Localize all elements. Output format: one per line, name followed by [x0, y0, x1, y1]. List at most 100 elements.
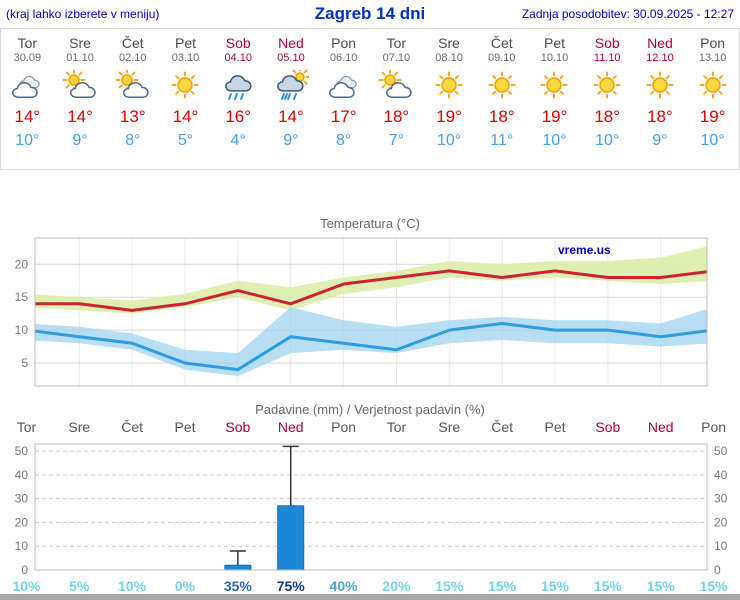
day-name: Sob: [594, 35, 620, 51]
temp-max: 19°: [699, 107, 726, 126]
rain-icon: [212, 67, 265, 105]
y-tick-label-right: 20: [714, 515, 728, 529]
day-date: 04.10: [224, 52, 252, 64]
precip-probability: 10%: [118, 578, 147, 594]
day-name: Sob: [225, 35, 251, 51]
day-name: Ned: [278, 35, 304, 51]
plot-frame: [34, 443, 708, 571]
day-date: 12.10: [646, 52, 674, 64]
temp-min: 9°: [72, 132, 88, 149]
temp-min-line: [35, 322, 707, 372]
precip-day-label: Čet: [491, 419, 514, 435]
precip-bar: [224, 564, 252, 571]
day-name: Tor: [386, 35, 407, 51]
y-tick-label: 15: [15, 290, 29, 304]
y-tick-label-right: 10: [714, 539, 728, 553]
plot-frame: [34, 237, 708, 387]
temp-min-range-band: [35, 307, 707, 377]
forecast-strip: Tor 30.09 14° 10° Sre 01.10 14° 9° Čet 02.10 13° 8°…: [0, 28, 740, 170]
precip-probability: 15%: [435, 578, 464, 594]
y-tick-label: 10: [15, 323, 29, 337]
day-date: 01.10: [66, 52, 94, 64]
sun-icon: [686, 67, 739, 105]
precip-day-label: Pon: [331, 419, 357, 435]
y-tick-label-left: 40: [15, 468, 29, 482]
temp-min: 5°: [177, 132, 194, 149]
precip-probability: 15%: [488, 578, 517, 594]
temp-min: 8°: [335, 132, 352, 149]
y-tick-label-right: 0: [714, 563, 721, 577]
temp-max-line: [35, 269, 707, 312]
precip-chart-title: Padavine (mm) / Verjetnost padavin (%): [255, 402, 485, 417]
precip-probability: 15%: [540, 578, 569, 594]
day-date: 02.10: [119, 52, 147, 64]
day-date: 11.10: [593, 52, 621, 64]
y-tick-label-left: 0: [21, 563, 28, 577]
precip-day-label: Sre: [438, 419, 461, 435]
sun-icon: [423, 67, 476, 105]
day-name: Čet: [121, 35, 144, 51]
temp-max: 14°: [278, 107, 304, 126]
y-tick-label-right: 50: [714, 444, 728, 458]
temp-min: 9°: [283, 132, 299, 149]
day-column: Sob 04.10 16° 4°: [212, 35, 265, 169]
y-tick-label-left: 10: [15, 539, 29, 553]
sun-icon: [528, 67, 581, 105]
day-date: 10.10: [540, 52, 569, 64]
day-column: Tor 07.10 18° 7°: [370, 35, 423, 169]
temp-max: 18°: [383, 107, 410, 126]
day-date: 06.10: [329, 52, 358, 64]
day-date: 30.09: [13, 52, 42, 64]
temp-max: 18°: [647, 107, 673, 126]
y-tick-label-right: 40: [714, 468, 728, 482]
temp-min: 4°: [230, 132, 246, 149]
day-column: Čet 09.10 18° 11°: [475, 35, 528, 169]
temp-min: 11°: [490, 132, 514, 149]
day-date: 09.10: [488, 52, 516, 64]
y-tick-label-left: 50: [15, 444, 29, 458]
day-name: Pon: [700, 35, 726, 51]
temp-min: 10°: [595, 132, 620, 149]
precipitation-chart: 0 0 10 10 20 20 30 30 40 40 50 50: [15, 443, 728, 577]
day-date: 08.10: [435, 52, 463, 64]
precip-probability: 35%: [223, 578, 252, 594]
temp-max: 14°: [67, 107, 93, 126]
day-name: Pet: [174, 35, 196, 51]
day-name: Čet: [490, 35, 513, 51]
y-tick-label-left: 20: [15, 515, 29, 529]
temperature-chart: 5 10 15 20 vreme.us: [15, 237, 708, 387]
precip-day-label: Pon: [701, 419, 727, 435]
temp-max: 13°: [119, 107, 146, 126]
watermark-link[interactable]: vreme.us: [558, 243, 611, 257]
day-name: Pet: [543, 35, 565, 51]
day-name: Sre: [69, 35, 91, 51]
day-name: Pon: [331, 35, 357, 51]
day-column: Sre 01.10 14° 9°: [54, 35, 107, 169]
precip-probability: 5%: [69, 578, 90, 594]
sun-icon: [159, 67, 212, 105]
day-column: Pon 13.10 19° 10°: [686, 35, 739, 169]
precip-day-label: Sob: [225, 419, 251, 435]
partly-icon: [54, 67, 107, 105]
last-updated: Zadnja posodobitev: 30.09.2025 - 12:27: [521, 7, 734, 21]
day-date: 05.10: [277, 52, 305, 64]
day-date: 13.10: [698, 52, 727, 64]
day-name: Sre: [438, 35, 460, 51]
temp-max: 14°: [172, 107, 199, 126]
bottom-divider: [0, 594, 740, 600]
precip-probability: 15%: [646, 578, 675, 594]
temp-max: 18°: [488, 107, 515, 126]
sun-icon: [634, 67, 687, 105]
temp-min: 10°: [15, 132, 40, 149]
page-title: Zagreb 14 dni: [314, 4, 426, 23]
day-date: 03.10: [171, 52, 200, 64]
temp-min: 9°: [652, 132, 668, 149]
rain-sun-icon: [265, 67, 318, 105]
precip-day-labels: Tor Sre Čet Pet Sob Ned Pon Tor Sre Čet Pet Sob Ned P…: [0, 418, 740, 436]
day-column: Sob 11.10 18° 10°: [581, 35, 634, 169]
day-column: Sre 08.10 19° 10°: [423, 35, 476, 169]
precip-day-label: Sre: [68, 419, 91, 435]
temp-max: 19°: [541, 107, 568, 126]
temp-min: 10°: [700, 132, 725, 149]
